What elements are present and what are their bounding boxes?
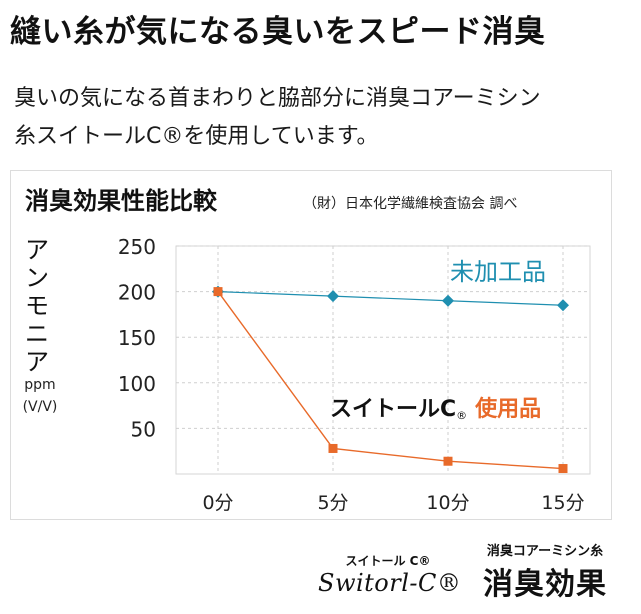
effect-subtitle: 消臭コアーミシン糸 xyxy=(486,544,604,559)
y-axis-label-char: モ xyxy=(25,292,49,320)
data-point xyxy=(442,294,454,307)
y-tick-label: 100 xyxy=(118,372,156,396)
y-axis-unit: ppm (V/V) xyxy=(14,374,66,418)
y-tick-label: 150 xyxy=(118,326,156,350)
data-point xyxy=(557,299,569,312)
series-label-suffix: 使用品 xyxy=(474,397,541,422)
y-axis-unit-ppm: ppm xyxy=(24,377,56,393)
plot-area xyxy=(175,245,591,475)
series-line xyxy=(217,291,564,470)
x-tick-label: 0分 xyxy=(202,492,233,514)
data-point xyxy=(213,287,223,297)
intro-line-1: 臭いの気になる首まわりと脇部分に消臭コアーミシン xyxy=(14,86,541,111)
y-tick-label: 50 xyxy=(131,417,156,441)
footer-effect: 消臭コアーミシン糸 消臭効果 xyxy=(470,540,620,603)
y-axis-label-char: ン xyxy=(25,264,49,292)
y-axis-label: ア ン モ ニ ア xyxy=(20,236,54,376)
y-tick-label: 250 xyxy=(118,235,156,259)
x-tick-label: 5分 xyxy=(317,492,348,514)
x-tick-label: 10分 xyxy=(426,492,469,514)
data-point xyxy=(443,456,453,466)
brand-logo: Switorl-C® xyxy=(318,569,462,597)
y-tick-label: 200 xyxy=(118,281,156,305)
intro-line-2: 糸スイトールC®を使用しています。 xyxy=(14,124,379,149)
y-axis-label-char: ア xyxy=(25,236,49,264)
brand-kana: スイトール C® xyxy=(345,554,431,568)
data-point xyxy=(327,290,339,303)
intro-text: 臭いの気になる首まわりと脇部分に消臭コアーミシン 糸スイトールC®を使用していま… xyxy=(14,80,629,156)
series-line xyxy=(217,291,564,306)
x-tick-label: 15分 xyxy=(541,492,584,514)
y-axis-unit-vv: (V/V) xyxy=(22,399,58,415)
data-point xyxy=(558,464,568,474)
series-label-mark: ® xyxy=(456,409,467,422)
series-label-prefix: スイトールC xyxy=(330,397,456,422)
effect-title: 消臭効果 xyxy=(483,567,607,602)
chart-title: 消臭効果性能比較 xyxy=(25,187,217,215)
footer-brand: スイトール C® Switorl-C® xyxy=(318,552,462,597)
data-point xyxy=(328,443,338,453)
y-axis-label-char: ニ xyxy=(25,320,49,348)
series-label: スイトールC® 使用品 xyxy=(330,397,541,422)
chart-source: （財）日本化学繊維検査協会 調べ xyxy=(303,196,518,212)
y-axis-label-char: ア xyxy=(25,348,49,376)
series-label: 未加工品 xyxy=(450,258,546,286)
headline: 縫い糸が気になる臭いをスピード消臭 xyxy=(10,14,546,50)
